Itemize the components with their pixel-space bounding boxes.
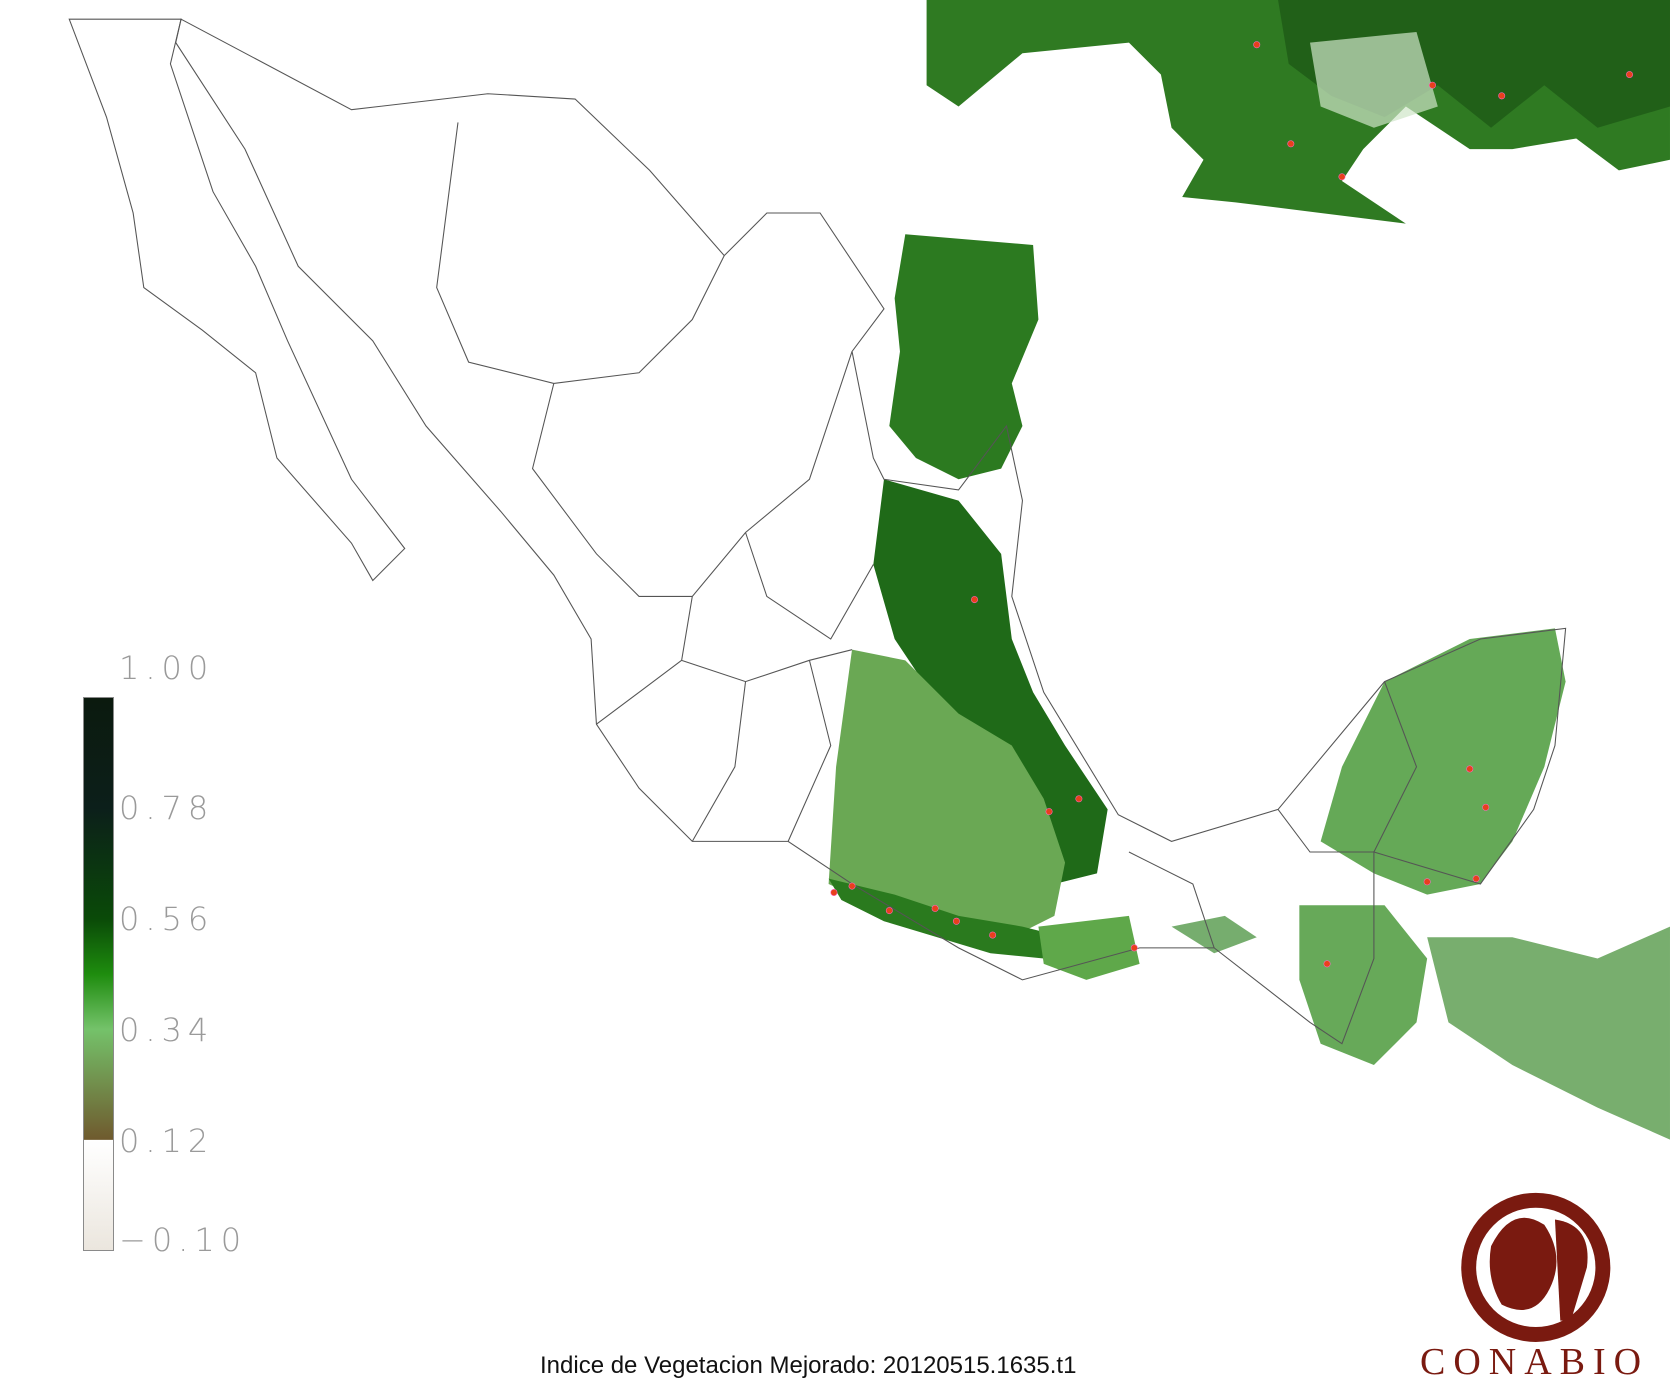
vegetation-layer: [828, 0, 1670, 1140]
color-scale-bar: [83, 697, 114, 1251]
vegetation-oaxaca-coast: [1038, 915, 1140, 980]
fire-point: [931, 905, 939, 912]
vegetation-us-light: [1310, 31, 1438, 128]
fire-point: [848, 882, 856, 890]
legend-tick: 0.78: [119, 789, 215, 827]
fire-point: [971, 596, 978, 604]
vegetation-central-america: [1427, 926, 1670, 1140]
mexico-mainland-outline: [175, 18, 1567, 1045]
vegetation-sierra-madre-oriental: [873, 479, 1108, 884]
legend-tick: 0.34: [119, 1011, 215, 1049]
legend-tick: 1.00: [119, 649, 215, 687]
fire-point: [1498, 92, 1506, 100]
fire-point: [1075, 795, 1083, 803]
fire-point: [830, 889, 838, 896]
fire-points: [830, 41, 1633, 968]
state-line: [436, 122, 1418, 949]
fire-point: [1429, 81, 1436, 89]
vegetation-tabasco: [1171, 915, 1257, 954]
legend-tick: 0.12: [119, 1122, 215, 1160]
fire-point: [1045, 808, 1053, 816]
legend-tick: 0.56: [119, 900, 215, 938]
fire-point: [885, 907, 893, 915]
state-boundaries: [68, 18, 1567, 1045]
map-caption: Indice de Vegetacion Mejorado: 20120515.…: [540, 1352, 1077, 1379]
fire-point: [1287, 140, 1295, 148]
fire-point: [1338, 173, 1346, 181]
fire-point: [1472, 875, 1480, 883]
fire-point: [1423, 878, 1431, 886]
vegetation-chiapas: [1299, 905, 1428, 1066]
fire-point: [1253, 41, 1261, 49]
vegetation-guerrero-coast: [828, 878, 1066, 959]
fire-point: [1482, 803, 1490, 811]
vegetation-tamaulipas: [889, 234, 1039, 480]
vegetation-yucatan: [1320, 628, 1566, 895]
fire-point: [1130, 944, 1138, 952]
conabio-logo-emblem: [1461, 1192, 1611, 1342]
baja-california-outline: [68, 18, 406, 582]
fire-point: [1626, 71, 1633, 79]
fire-point: [1323, 960, 1331, 968]
conabio-logo-text: CONABIO: [1420, 1341, 1650, 1383]
fire-point: [989, 931, 997, 939]
vegetation-central-highlands: [828, 649, 1066, 938]
fire-point: [1466, 765, 1474, 773]
legend-tick: −0.10: [119, 1221, 248, 1259]
fire-point: [952, 917, 960, 925]
